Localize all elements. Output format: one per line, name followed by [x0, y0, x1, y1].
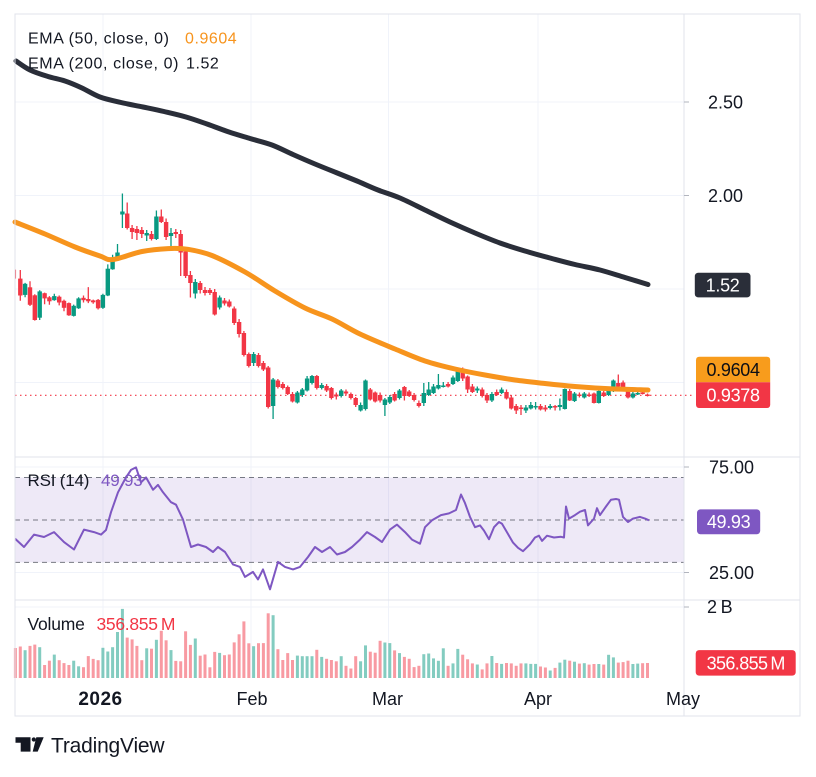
svg-text:1.52: 1.52: [186, 56, 219, 73]
svg-text:May: May: [666, 689, 700, 709]
svg-text:0.9604: 0.9604: [706, 360, 760, 380]
svg-text:Feb: Feb: [236, 689, 267, 709]
svg-text:49.93: 49.93: [707, 512, 751, 532]
svg-text:2.00: 2.00: [708, 186, 743, 206]
svg-text:2.50: 2.50: [708, 92, 743, 112]
svg-text:TradingView: TradingView: [51, 735, 165, 758]
svg-text:356.855 M: 356.855 M: [97, 614, 176, 634]
svg-text:RSI (14): RSI (14): [28, 471, 90, 490]
svg-text:49.93: 49.93: [101, 471, 143, 490]
svg-text:356.855 M: 356.855 M: [707, 654, 785, 674]
svg-text:1.52: 1.52: [706, 276, 740, 296]
svg-text:EMA (50, close, 0): EMA (50, close, 0): [28, 31, 170, 48]
svg-text:0.9604: 0.9604: [185, 31, 237, 48]
svg-text:2026: 2026: [78, 689, 122, 710]
svg-text:Mar: Mar: [372, 689, 403, 709]
svg-text:0.9378: 0.9378: [706, 386, 760, 406]
svg-text:75.00: 75.00: [709, 457, 754, 477]
svg-text:Volume: Volume: [28, 614, 85, 634]
svg-text:Apr: Apr: [524, 689, 552, 709]
svg-text:25.00: 25.00: [709, 563, 754, 583]
svg-text:2 B: 2 B: [707, 597, 733, 617]
svg-text:EMA (200, close, 0): EMA (200, close, 0): [28, 56, 179, 73]
